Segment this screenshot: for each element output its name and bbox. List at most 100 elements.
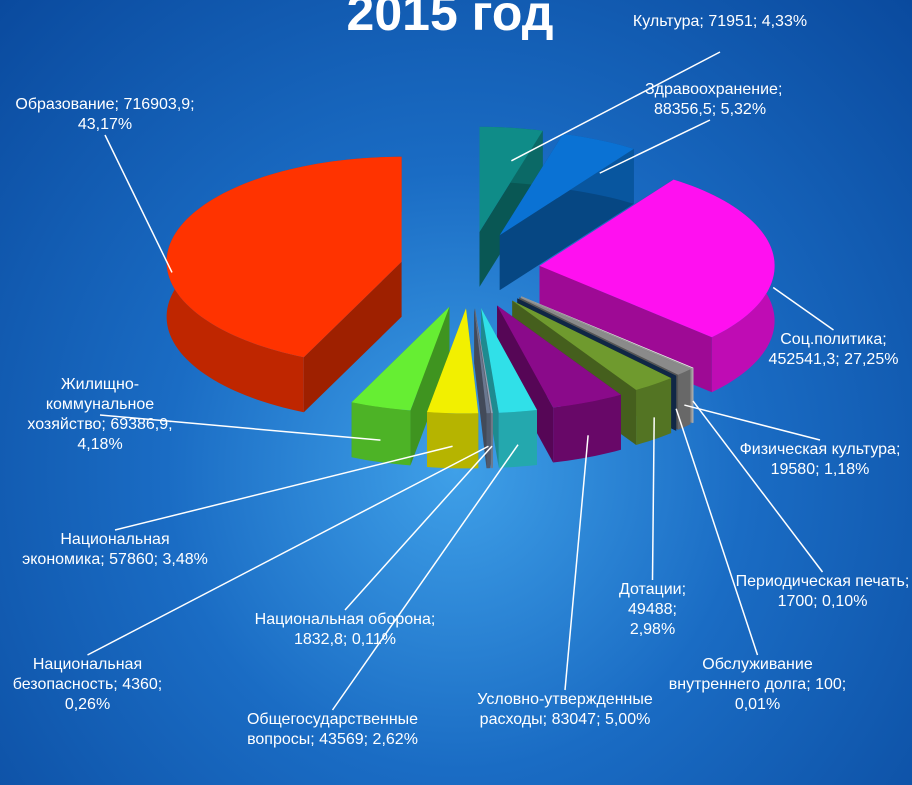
slice-side <box>636 378 672 445</box>
label-percent: 1,18% <box>824 461 870 478</box>
data-label: Условно-утвержденные расходы; 83047; 5,0… <box>465 690 665 730</box>
slice <box>499 134 634 291</box>
label-name: Культура <box>632 13 700 30</box>
label-sep: ; <box>114 96 124 113</box>
slice-side <box>351 402 411 466</box>
label-sep: ; <box>882 331 887 348</box>
label-sep: ; <box>813 593 823 610</box>
label-sep: ; <box>841 676 847 693</box>
label-percent: 5,32% <box>720 101 767 118</box>
slice-top <box>512 300 672 390</box>
label-name: Дотации <box>618 581 682 598</box>
slice-wall <box>481 308 499 468</box>
label-value: 100 <box>815 676 842 693</box>
label-sep: ; <box>752 13 762 30</box>
label-value: 1832,8 <box>293 631 343 648</box>
slice-wall <box>474 308 487 469</box>
slice-side <box>491 413 493 469</box>
label-name: Соц.политика <box>780 331 883 348</box>
label-sep: ; <box>777 81 783 98</box>
slice-top <box>351 306 450 411</box>
label-value: 1700 <box>777 593 814 610</box>
label-sep: ; <box>806 676 816 693</box>
label-percent: 3,48% <box>162 551 208 568</box>
leader-line <box>684 404 821 441</box>
data-label: Соц.политика; 452541,3; 27,25% <box>755 330 912 370</box>
label-value: 4360 <box>122 676 158 693</box>
label-percent: 4,33% <box>761 13 808 30</box>
leader-line <box>87 445 489 656</box>
data-label: Национальная экономика; 57860; 3,48% <box>20 530 210 570</box>
label-name: Национальная безопасность <box>12 656 143 693</box>
slice-top <box>475 308 493 414</box>
data-label: Здравоохранение; 88356,5; 5,32% <box>645 80 782 120</box>
label-name: Здравоохранение <box>645 81 778 98</box>
data-label: Национальная безопасность; 4360; 0,26% <box>0 655 175 715</box>
label-value: 88356,5 <box>653 101 712 118</box>
label-name: Общегосударственные вопросы <box>246 711 419 748</box>
leader-line <box>599 119 711 174</box>
data-label: Периодическая печать; 1700; 0,10% <box>735 572 910 612</box>
slice-side <box>553 394 621 463</box>
label-percent: 0,26% <box>64 696 111 713</box>
slice-top <box>519 297 691 375</box>
label-sep: ; <box>168 416 173 433</box>
label-sep: ; <box>363 731 373 748</box>
slice-top <box>517 298 677 376</box>
slice <box>166 156 402 413</box>
data-label: Культура; 71951; 4,33% <box>610 12 830 32</box>
slice-wall <box>497 305 554 463</box>
data-label: Общегосударственные вопросы; 43569; 2,62… <box>230 710 435 750</box>
slice-side <box>498 409 538 468</box>
leader-line <box>692 400 824 573</box>
label-sep: ; <box>672 601 677 618</box>
label-sep: ; <box>711 101 721 118</box>
label-sep: ; <box>815 461 824 478</box>
leader-line <box>114 445 453 531</box>
leader-line <box>344 445 493 611</box>
label-percent: 5,00% <box>604 711 651 728</box>
slice-wall <box>303 261 402 413</box>
slice-top <box>499 134 634 236</box>
label-percent: 27,25% <box>844 351 899 368</box>
label-sep: ; <box>895 441 901 458</box>
data-label: Жилищно-коммунальное хозяйство; 69386,9;… <box>10 375 190 455</box>
label-sep: ; <box>153 551 163 568</box>
label-value: 57860 <box>109 551 154 568</box>
leader-line <box>331 444 519 711</box>
label-sep: ; <box>430 611 436 628</box>
label-value: 49488 <box>628 601 673 618</box>
label-percent: 43,17% <box>77 116 133 133</box>
label-name: Образование <box>15 96 115 113</box>
label-name: Периодическая печать <box>735 573 905 590</box>
slice <box>497 305 621 463</box>
label-sep: ; <box>157 676 163 693</box>
label-sep: ; <box>904 573 910 590</box>
slice-side <box>692 367 694 424</box>
label-value: 71951 <box>708 13 753 30</box>
label-value: 716903,9 <box>123 96 191 113</box>
label-sep: ; <box>113 676 123 693</box>
leader-line <box>511 51 721 162</box>
slice-top <box>481 308 538 413</box>
data-label: Обслуживание внутреннего долга; 100; 0,0… <box>665 655 850 715</box>
label-sep: ; <box>342 631 352 648</box>
label-sep: ; <box>100 551 110 568</box>
chart-title: 2015 год <box>347 0 554 41</box>
leader-line <box>99 414 381 441</box>
label-value: 19580 <box>770 461 816 478</box>
label-sep: ; <box>101 416 111 433</box>
slice <box>481 308 538 468</box>
slice <box>474 308 491 469</box>
label-sep: ; <box>681 581 687 598</box>
label-value: 452541,3 <box>768 351 836 368</box>
label-percent: 0,01% <box>734 696 781 713</box>
label-percent: 2,62% <box>372 731 418 748</box>
data-label: Национальная оборона; 1832,8; 0,11% <box>250 610 440 650</box>
label-percent: 0,10% <box>822 593 868 610</box>
slice-top <box>474 308 491 414</box>
leader-line <box>772 286 834 331</box>
label-percent: 2,98% <box>629 621 676 638</box>
